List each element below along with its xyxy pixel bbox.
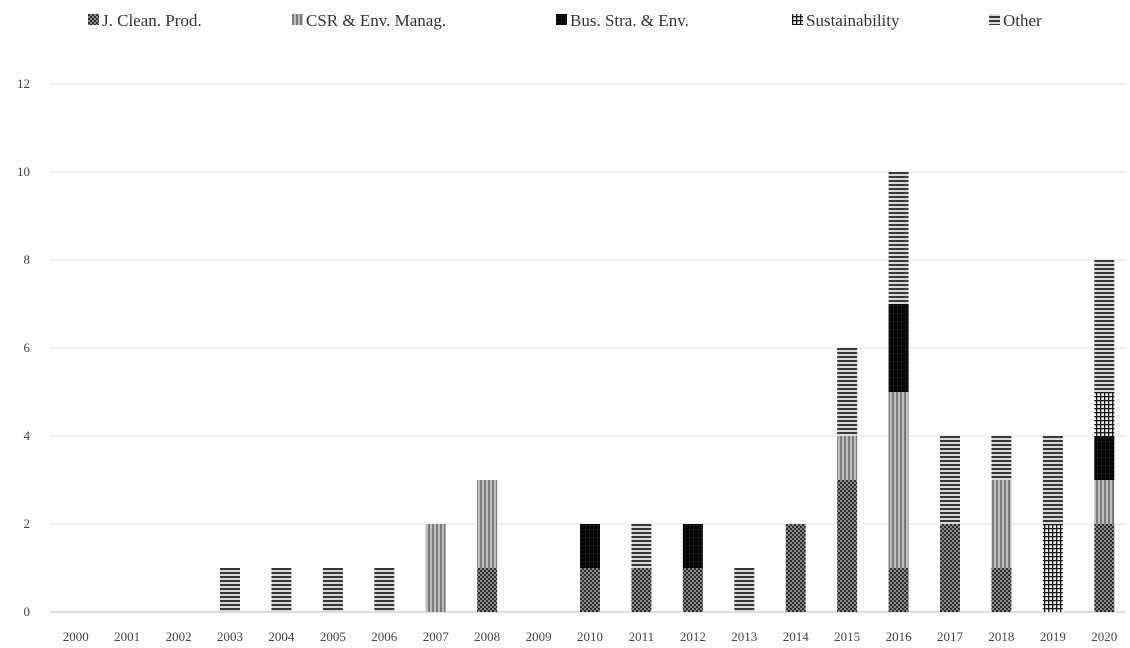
bar-2003-oth	[220, 568, 240, 612]
x-tick-label: 2002	[166, 629, 192, 644]
x-tick-label: 2006	[371, 629, 398, 644]
bar-2019-oth	[1042, 436, 1063, 524]
legend-label: Bus. Stra. & Env.	[570, 11, 689, 30]
y-tick-label: 4	[24, 428, 31, 443]
legend-label: Sustainability	[806, 11, 900, 30]
x-tick-label: 2003	[217, 629, 243, 644]
bar-2006-oth	[374, 568, 395, 612]
bar-2012-bse	[682, 524, 703, 568]
bar-2020-bse	[1094, 436, 1115, 480]
bars	[220, 172, 1115, 612]
bar-2015-oth	[837, 348, 858, 436]
x-tick-label: 2010	[577, 629, 603, 644]
bar-2008-csr	[477, 480, 498, 568]
x-tick-label: 2000	[63, 629, 89, 644]
bar-2015-csr	[837, 436, 858, 480]
bar-2020-csr	[1094, 480, 1115, 524]
x-tick-label: 2017	[937, 629, 964, 644]
bar-2018-oth	[991, 436, 1012, 480]
legend-swatch	[292, 14, 303, 25]
y-axis-tick-labels: 0 2 4 6 8 10 12	[17, 76, 31, 619]
x-tick-label: 2019	[1040, 629, 1066, 644]
bar-2004-oth	[271, 568, 292, 612]
x-tick-label: 2018	[988, 629, 1014, 644]
y-tick-label: 6	[24, 340, 31, 355]
bar-2017-jcp	[940, 524, 960, 612]
y-tick-label: 0	[24, 604, 31, 619]
legend-swatch	[792, 14, 803, 25]
bar-2007-csr	[425, 524, 446, 612]
bar-2016-oth	[888, 172, 909, 304]
bar-2016-bse	[888, 304, 909, 392]
x-tick-label: 2012	[680, 629, 706, 644]
bar-2005-oth	[322, 568, 343, 612]
legend-swatch	[989, 14, 1000, 25]
x-tick-label: 2015	[834, 629, 860, 644]
x-tick-label: 2007	[423, 629, 450, 644]
bar-2020-oth	[1094, 260, 1115, 392]
legend-item-bse: Bus. Stra. & Env.	[556, 11, 689, 30]
legend-label: Other	[1003, 11, 1042, 30]
x-axis-tick-labels: 2000 2001 2002 2003 2004 2005 2006 2007 2008 2009…	[63, 629, 1118, 644]
x-tick-label: 2008	[474, 629, 500, 644]
bar-2015-jcp	[837, 480, 858, 612]
x-tick-label: 2016	[886, 629, 913, 644]
bar-2018-csr	[991, 480, 1012, 568]
bar-2011-oth	[631, 524, 652, 568]
bar-2012-jcp	[682, 568, 703, 612]
x-tick-label: 2020	[1091, 629, 1117, 644]
x-tick-label: 2005	[320, 629, 346, 644]
legend-label: J. Clean. Prod.	[102, 11, 202, 30]
legend-item-oth: Other	[989, 11, 1042, 30]
legend-item-sus: Sustainability	[792, 11, 900, 30]
bar-2020-sus	[1094, 392, 1115, 436]
legend-item-jcp: J. Clean. Prod.	[88, 11, 202, 30]
legend-swatch	[556, 14, 567, 25]
legend-label: CSR & Env. Manag.	[306, 11, 446, 30]
x-tick-label: 2009	[526, 629, 552, 644]
x-tick-label: 2011	[629, 629, 655, 644]
bar-2018-jcp	[991, 568, 1012, 612]
y-tick-label: 10	[17, 164, 30, 179]
bar-2010-bse	[580, 524, 600, 568]
legend: J. Clean. Prod. CSR & Env. Manag. Bus. Str…	[88, 11, 1042, 30]
legend-item-csr: CSR & Env. Manag.	[292, 11, 446, 30]
bar-2017-oth	[940, 436, 960, 524]
bar-2011-jcp	[631, 568, 652, 612]
x-tick-label: 2001	[114, 629, 140, 644]
y-tick-label: 8	[24, 252, 31, 267]
y-tick-label: 2	[24, 516, 31, 531]
y-tick-label: 12	[17, 76, 30, 91]
bar-2016-jcp	[888, 568, 909, 612]
bar-2020-jcp	[1094, 524, 1115, 612]
x-tick-label: 2013	[731, 629, 757, 644]
x-tick-label: 2014	[783, 629, 810, 644]
bar-2008-jcp	[477, 568, 498, 612]
bar-2013-oth	[734, 568, 755, 612]
bar-2010-jcp	[580, 568, 600, 612]
legend-swatch	[88, 14, 99, 25]
grid-lines	[50, 83, 1125, 613]
bar-2019-sus	[1042, 524, 1063, 612]
bar-2016-csr	[888, 392, 909, 568]
bar-2014-jcp	[785, 524, 806, 612]
x-tick-label: 2004	[268, 629, 295, 644]
